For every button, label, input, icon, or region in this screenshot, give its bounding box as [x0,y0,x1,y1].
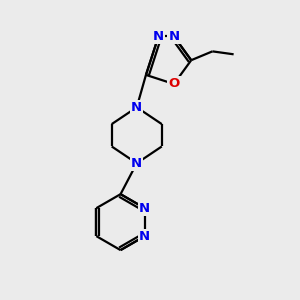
Text: N: N [131,157,142,170]
Text: N: N [168,30,179,43]
Text: N: N [139,230,150,243]
Text: O: O [168,77,180,91]
Text: N: N [131,101,142,114]
Text: N: N [153,30,164,43]
Text: N: N [139,202,150,215]
